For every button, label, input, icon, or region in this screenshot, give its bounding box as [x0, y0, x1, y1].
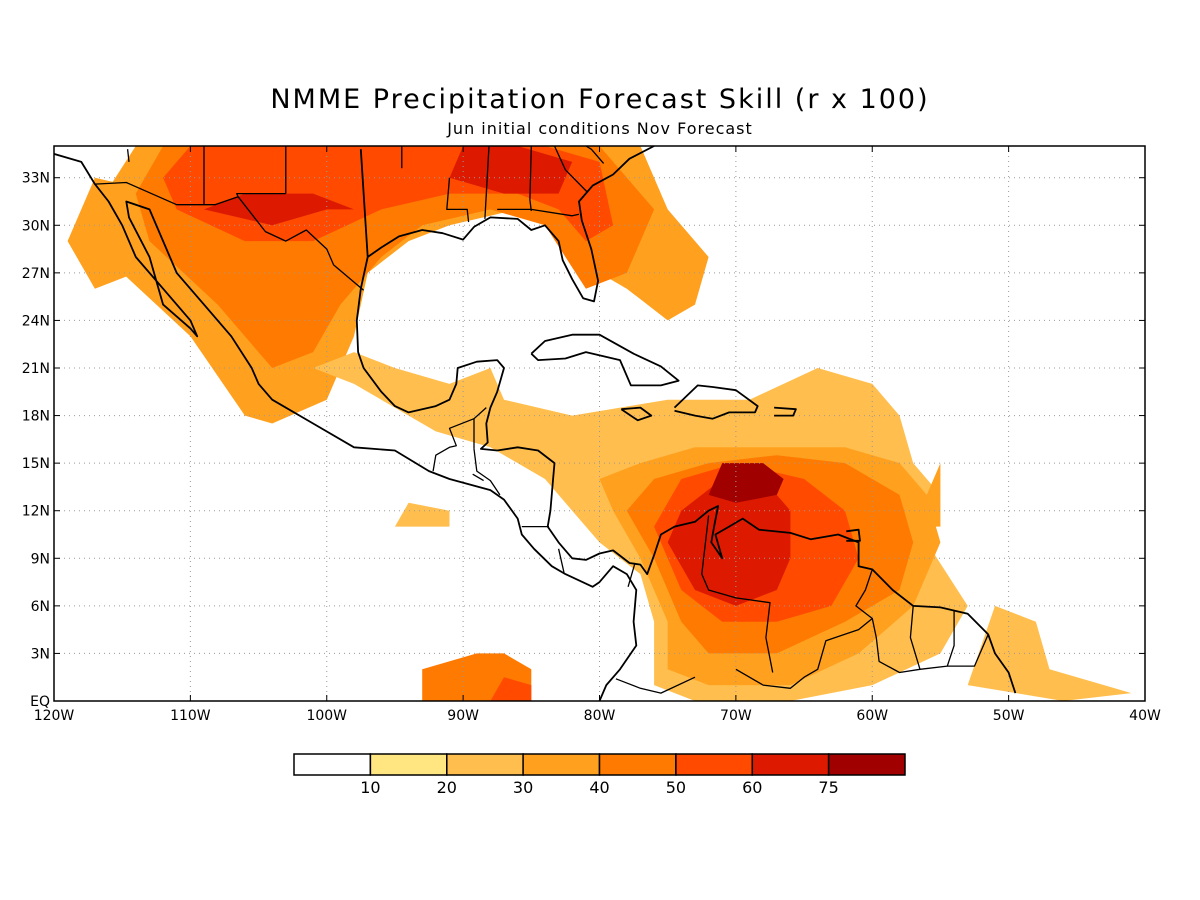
- lat-tick-label: 9N: [31, 551, 50, 567]
- colorbar-label: 10: [360, 778, 380, 797]
- lon-tick-label: 50W: [993, 708, 1025, 724]
- coastline: [367, 146, 655, 303]
- lon-tick-label: 70W: [720, 708, 752, 724]
- colorbar-swatch: [446, 753, 524, 776]
- political-border: [701, 515, 774, 673]
- colorbar-swatch: [751, 753, 830, 776]
- colorbar-label: 30: [513, 778, 533, 797]
- colorbar-label: 20: [437, 778, 457, 797]
- lat-tick-label: 6N: [31, 599, 50, 615]
- lat-tick-label: 33N: [22, 171, 50, 187]
- lat-tick-label: 27N: [22, 266, 50, 282]
- political-border: [553, 146, 588, 193]
- lat-tick-label: 30N: [22, 218, 50, 234]
- skill-region-30: [913, 463, 941, 527]
- political-border: [484, 146, 490, 219]
- lon-tick-label: 120W: [34, 708, 75, 724]
- axis-ticks: 120W 110W 100W 90W 80W 70W 60W 50W 40W EQ 3N 6N 9N 12…: [22, 146, 1161, 724]
- political-border: [94, 181, 365, 291]
- skill-fill-layer: [67, 146, 1132, 701]
- political-border: [126, 149, 130, 162]
- lat-tick-label: 21N: [22, 361, 50, 377]
- skill-region-20: [394, 502, 450, 527]
- political-border: [473, 448, 501, 496]
- skill-region-50: [490, 677, 532, 701]
- political-border: [627, 562, 636, 587]
- colorbar-swatch: [827, 753, 906, 776]
- political-border: [871, 605, 921, 674]
- lat-tick-label: 24N: [22, 313, 50, 329]
- colorbar-label: 75: [818, 778, 838, 797]
- colorbar-label: 60: [742, 778, 762, 797]
- coastline: [673, 384, 759, 420]
- political-border: [615, 676, 696, 694]
- political-border: [557, 548, 565, 573]
- colorbar-swatch: [522, 753, 601, 776]
- coastline: [355, 149, 1017, 694]
- lat-tick-label: 18N: [22, 409, 50, 425]
- coastline: [54, 153, 638, 701]
- coastline: [620, 406, 653, 422]
- colorbar-swatch: [598, 753, 677, 776]
- political-border: [919, 610, 955, 670]
- political-border: [947, 634, 989, 667]
- colorbar-swatch: [293, 753, 372, 776]
- skill-region-20: [967, 605, 1132, 701]
- lat-tick-label: 3N: [31, 646, 50, 662]
- lon-tick-label: 90W: [447, 708, 479, 724]
- lat-tick-label: EQ: [30, 694, 50, 710]
- lat-tick-label: 12N: [22, 504, 50, 520]
- colorbar-swatch: [369, 753, 448, 776]
- lon-tick-label: 80W: [584, 708, 616, 724]
- lon-tick-label: 110W: [170, 708, 211, 724]
- lat-tick-label: 15N: [22, 456, 50, 472]
- colorbar-swatch: [675, 753, 754, 776]
- political-border: [529, 146, 532, 212]
- political-border: [472, 473, 484, 482]
- political-border: [446, 177, 470, 223]
- political-border: [236, 192, 286, 197]
- political-border: [735, 569, 873, 689]
- skill-region-60: [449, 146, 573, 194]
- colorbar: 10 20 30 40 50 60 75: [293, 753, 906, 797]
- lon-tick-label: 100W: [306, 708, 347, 724]
- lon-tick-label: 40W: [1129, 708, 1161, 724]
- colorbar-label: 50: [666, 778, 686, 797]
- coastline: [774, 406, 797, 417]
- coastline-layer: [54, 146, 1017, 701]
- coastline: [530, 333, 680, 387]
- chart-title: NMME Precipitation Forecast Skill (r x 1…: [270, 84, 930, 115]
- coastline: [846, 528, 861, 542]
- skill-region-75: [708, 463, 784, 503]
- chart-subtitle: Jun initial conditions Nov Forecast: [447, 119, 753, 138]
- political-border: [497, 208, 580, 217]
- colorbar-label: 40: [589, 778, 609, 797]
- gridlines: [54, 146, 1145, 701]
- political-border: [585, 146, 605, 164]
- lon-tick-label: 60W: [856, 708, 888, 724]
